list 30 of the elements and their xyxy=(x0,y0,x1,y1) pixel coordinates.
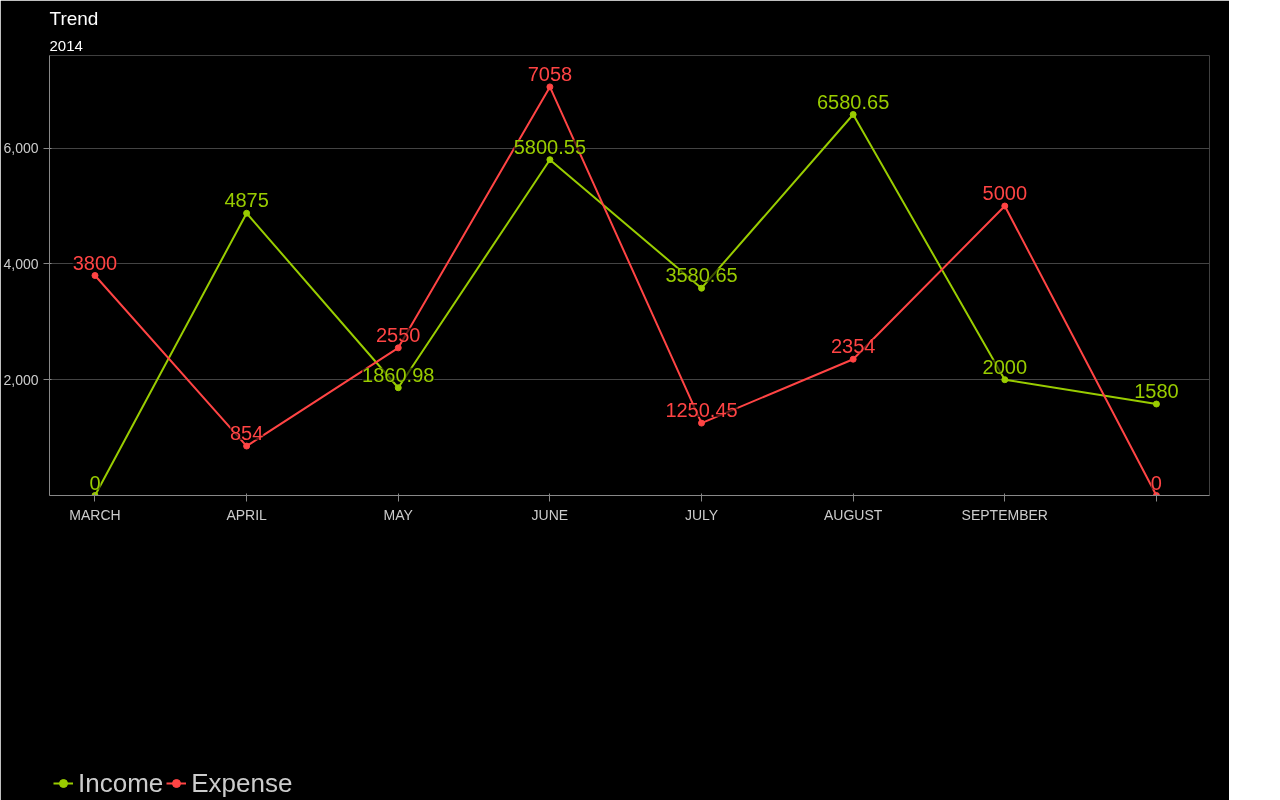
x-tick-label: JULY xyxy=(684,506,719,523)
data-label: 2354 xyxy=(830,335,876,358)
data-label: 5800.55 xyxy=(513,135,587,158)
x-tick-label: SEPTEMBER xyxy=(961,506,1048,523)
x-tick-label: APRIL xyxy=(226,506,268,523)
chart-subtitle: 2014 xyxy=(49,36,83,54)
data-label: 1860.98 xyxy=(362,363,435,386)
data-label: 5000 xyxy=(982,182,1028,205)
data-label: 1580 xyxy=(1134,380,1179,403)
y-tick-label: 2,000 xyxy=(3,371,39,388)
y-tick-label: 6,000 xyxy=(3,140,39,157)
data-label: 3800 xyxy=(72,251,118,274)
data-label: 2550 xyxy=(376,323,421,346)
data-label: 7058 xyxy=(527,62,573,85)
data-label: 2000 xyxy=(982,355,1028,378)
data-label: 4875 xyxy=(224,189,269,212)
legend-label: Expense xyxy=(191,767,293,799)
y-tick-label: 4,000 xyxy=(3,255,39,272)
data-label: 6580.65 xyxy=(817,90,890,113)
legend-label: Income xyxy=(78,767,164,799)
data-label: 1250.45 xyxy=(665,399,738,422)
data-label: 0 xyxy=(89,471,101,494)
data-label: 854 xyxy=(229,422,264,445)
chart-title: Trend xyxy=(49,7,99,29)
x-tick-label: MARCH xyxy=(69,506,121,523)
x-tick-label: AUGUST xyxy=(823,506,883,523)
data-label: 3580.65 xyxy=(665,264,738,287)
data-label: 0 xyxy=(1150,471,1162,494)
x-tick-label: MAY xyxy=(383,506,414,523)
x-tick-label: JUNE xyxy=(531,506,569,523)
